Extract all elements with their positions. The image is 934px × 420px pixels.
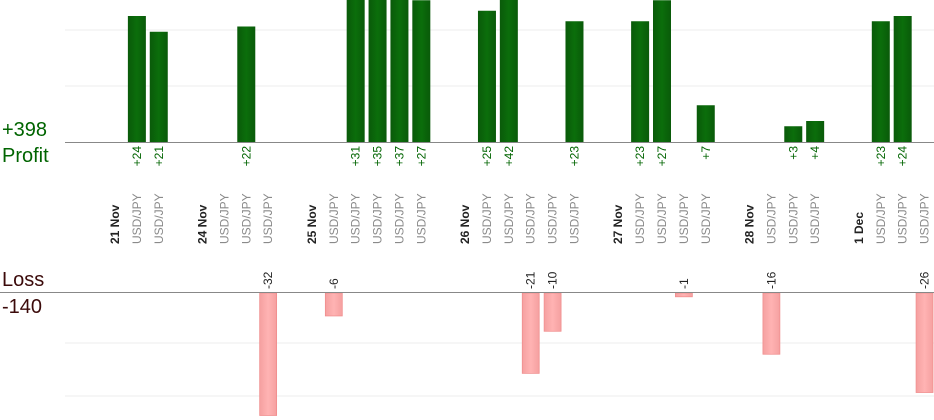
profit-bar — [127, 16, 146, 142]
pair-label: USD/JPY — [633, 193, 647, 244]
profit-total: +398 — [2, 119, 48, 141]
profit-bar — [499, 0, 518, 142]
pair-label: USD/JPY — [699, 193, 713, 244]
pair-label: USD/JPY — [874, 193, 888, 244]
loss-label: Loss — [2, 269, 45, 291]
pair-label: USD/JPY — [349, 193, 363, 244]
profit-bar — [696, 105, 715, 142]
loss-bar — [521, 292, 540, 374]
profit-bar — [149, 31, 168, 142]
profit-bar — [806, 121, 825, 142]
profit-bar — [631, 21, 650, 142]
loss-value-label: -32 — [261, 271, 275, 289]
loss-bar — [675, 292, 693, 298]
profit-value-label: +27 — [655, 146, 669, 167]
profit-value-label: +31 — [349, 146, 363, 167]
pair-label: USD/JPY — [392, 193, 406, 244]
profit-bar — [237, 26, 256, 142]
pair-label: USD/JPY — [546, 193, 560, 244]
profit-value-label: +22 — [239, 146, 253, 167]
profit-value-label: +23 — [567, 146, 581, 167]
pair-label: USD/JPY — [130, 193, 144, 244]
loss-value-label: -21 — [524, 271, 538, 289]
date-label: 1 Dec — [852, 212, 866, 244]
profit-bar — [346, 0, 365, 142]
profit-bar — [368, 0, 387, 142]
pair-label: USD/JPY — [152, 193, 166, 244]
loss-total: -140 — [2, 296, 43, 318]
loss-bar — [259, 292, 278, 416]
pair-label: USD/JPY — [371, 193, 385, 244]
loss-bar — [324, 292, 343, 317]
bars — [127, 0, 934, 416]
pair-label: USD/JPY — [261, 193, 275, 244]
pair-label: USD/JPY — [896, 193, 910, 244]
loss-value-label: -6 — [327, 278, 341, 289]
profit-value-label: +4 — [808, 146, 822, 160]
pair-label: USD/JPY — [918, 193, 932, 244]
profit-bar — [893, 16, 912, 142]
pair-label: USD/JPY — [677, 193, 691, 244]
loss-bar — [762, 292, 781, 355]
grid-lines — [65, 29, 934, 397]
date-label: 26 Nov — [458, 204, 472, 244]
pair-label: USD/JPY — [808, 193, 822, 244]
profit-value-label: +23 — [874, 146, 888, 167]
profit-bar — [412, 0, 431, 142]
date-label: 21 Nov — [108, 204, 122, 244]
profit-value-label: +24 — [130, 146, 144, 167]
loss-value-label: -1 — [677, 278, 691, 289]
profit-value-label: +23 — [633, 146, 647, 167]
pair-label: USD/JPY — [764, 193, 778, 244]
profit-bar — [477, 10, 496, 142]
profit-value-label: +21 — [152, 146, 166, 167]
profit-value-label: +37 — [392, 146, 406, 167]
loss-value-label: -26 — [918, 271, 932, 289]
profit-value-label: +27 — [414, 146, 428, 167]
pair-label: USD/JPY — [239, 193, 253, 244]
date-label: 27 Nov — [611, 204, 625, 244]
pair-label: USD/JPY — [524, 193, 538, 244]
profit-value-label: +35 — [371, 146, 385, 167]
profit-bar — [653, 0, 671, 142]
pair-label: USD/JPY — [567, 193, 581, 244]
loss-value-label: -10 — [546, 271, 560, 289]
date-label: 25 Nov — [305, 204, 319, 244]
pair-label: USD/JPY — [217, 193, 231, 244]
loss-bar — [543, 292, 562, 332]
pair-label: USD/JPY — [327, 193, 341, 244]
profit-value-label: +3 — [786, 146, 800, 160]
profit-value-label: +7 — [699, 146, 713, 160]
loss-bar — [915, 292, 934, 393]
pair-label: USD/JPY — [502, 193, 516, 244]
profit-bar — [565, 21, 584, 142]
profit-bar — [390, 0, 409, 142]
pair-label: USD/JPY — [786, 193, 800, 244]
profit-value-label: +24 — [896, 146, 910, 167]
axes — [0, 142, 934, 293]
profit-bar — [871, 21, 890, 142]
profit-value-label: +42 — [502, 146, 516, 167]
labels: 21 Nov USD/JPY +24 USD/JPY +21 24 Nov USD/JPY U… — [108, 146, 932, 289]
pair-label: USD/JPY — [655, 193, 669, 244]
loss-value-label: -16 — [764, 271, 778, 289]
pair-label: USD/JPY — [480, 193, 494, 244]
date-label: 24 Nov — [196, 204, 210, 244]
date-label: 28 Nov — [743, 204, 757, 244]
pair-label: USD/JPY — [414, 193, 428, 244]
profit-label: Profit — [2, 145, 49, 167]
profit-bar — [784, 126, 803, 142]
profit-value-label: +25 — [480, 146, 494, 167]
